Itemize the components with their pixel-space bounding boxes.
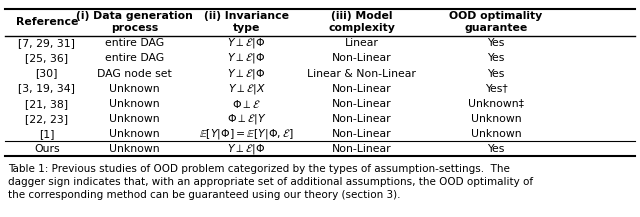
- Text: $Y \perp \mathcal{E}|\Phi$: $Y \perp \mathcal{E}|\Phi$: [227, 66, 266, 81]
- Text: $\Phi \perp \mathcal{E}$: $\Phi \perp \mathcal{E}$: [232, 98, 261, 110]
- Text: [22, 23]: [22, 23]: [25, 114, 68, 124]
- Text: Unknown: Unknown: [109, 84, 160, 94]
- Text: Non-Linear: Non-Linear: [332, 144, 392, 154]
- Text: Non-Linear: Non-Linear: [332, 129, 392, 139]
- Text: Linear & Non-Linear: Linear & Non-Linear: [307, 69, 416, 79]
- Text: Linear: Linear: [345, 38, 378, 48]
- Text: $Y \perp \mathcal{E}|X$: $Y \perp \mathcal{E}|X$: [228, 82, 265, 95]
- Text: DAG node set: DAG node set: [97, 69, 172, 79]
- Text: Non-Linear: Non-Linear: [332, 99, 392, 109]
- Text: Unknown: Unknown: [470, 114, 522, 124]
- Text: Unknown: Unknown: [109, 114, 160, 124]
- Text: $\mathbb{E}[Y|\Phi] = \mathbb{E}[Y|\Phi, \mathcal{E}]$: $\mathbb{E}[Y|\Phi] = \mathbb{E}[Y|\Phi,…: [199, 127, 294, 141]
- Text: $Y \perp \mathcal{E}|\Phi$: $Y \perp \mathcal{E}|\Phi$: [227, 51, 266, 66]
- Text: Table 1: Previous studies of OOD problem categorized by the types of assumption-: Table 1: Previous studies of OOD problem…: [8, 164, 534, 201]
- Text: Non-Linear: Non-Linear: [332, 84, 392, 94]
- Text: Unknown: Unknown: [470, 129, 522, 139]
- Text: [1]: [1]: [39, 129, 54, 139]
- Text: Yes†: Yes†: [484, 84, 508, 94]
- Text: Reference: Reference: [15, 17, 78, 27]
- Text: Yes: Yes: [487, 144, 505, 154]
- Text: Unknown: Unknown: [109, 99, 160, 109]
- Text: Unknown: Unknown: [109, 144, 160, 154]
- Text: Unknown‡: Unknown‡: [468, 99, 524, 109]
- Text: $\Phi \perp \mathcal{E}|Y$: $\Phi \perp \mathcal{E}|Y$: [227, 112, 266, 126]
- Text: Yes: Yes: [487, 69, 505, 79]
- Text: Yes: Yes: [487, 53, 505, 63]
- Text: entire DAG: entire DAG: [105, 53, 164, 63]
- Text: (iii) Model
complexity: (iii) Model complexity: [328, 11, 395, 33]
- Text: (ii) Invariance
type: (ii) Invariance type: [204, 11, 289, 33]
- Text: Unknown: Unknown: [109, 129, 160, 139]
- Text: OOD optimality
guarantee: OOD optimality guarantee: [449, 11, 543, 33]
- Text: $Y \perp \mathcal{E}|\Phi$: $Y \perp \mathcal{E}|\Phi$: [227, 36, 266, 50]
- Text: [3, 19, 34]: [3, 19, 34]: [18, 84, 76, 94]
- Text: Ours: Ours: [34, 144, 60, 154]
- Text: [7, 29, 31]: [7, 29, 31]: [18, 38, 76, 48]
- Text: [25, 36]: [25, 36]: [25, 53, 68, 63]
- Text: [30]: [30]: [35, 69, 58, 79]
- Text: (i) Data generation
process: (i) Data generation process: [76, 11, 193, 33]
- Text: $Y \perp \mathcal{E}|\Phi$: $Y \perp \mathcal{E}|\Phi$: [227, 142, 266, 156]
- Text: entire DAG: entire DAG: [105, 38, 164, 48]
- Text: [21, 38]: [21, 38]: [25, 99, 68, 109]
- Text: Yes: Yes: [487, 38, 505, 48]
- Text: Non-Linear: Non-Linear: [332, 114, 392, 124]
- Text: Non-Linear: Non-Linear: [332, 53, 392, 63]
